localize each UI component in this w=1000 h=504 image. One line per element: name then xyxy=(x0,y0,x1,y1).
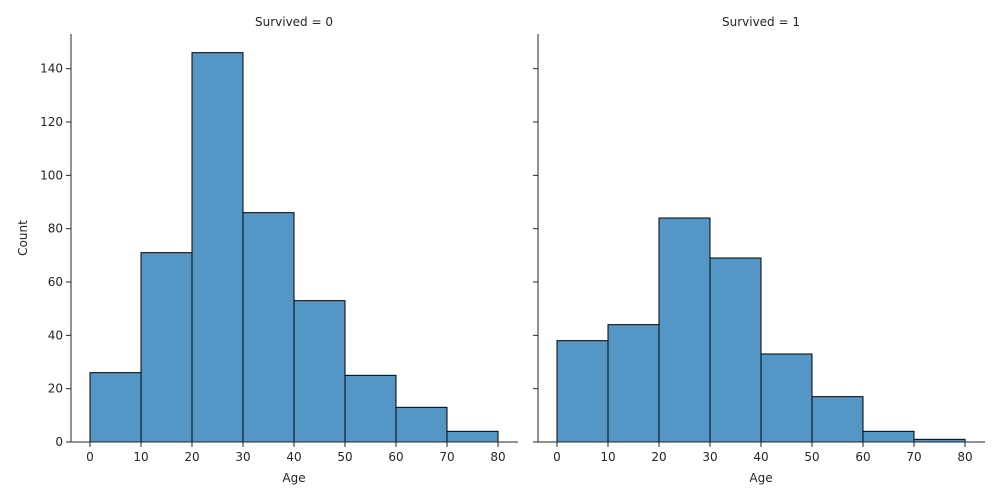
y-tick-label: 20 xyxy=(48,382,63,396)
x-tick-label: 70 xyxy=(439,450,454,464)
histogram-bar xyxy=(811,396,864,443)
y-tick-label: 80 xyxy=(48,222,63,236)
histogram-bar xyxy=(293,300,346,443)
y-tick-label: 100 xyxy=(40,168,63,182)
y-tick-label: 40 xyxy=(48,328,63,342)
panel-title: Survived = 0 xyxy=(255,15,333,29)
histogram-bar xyxy=(191,52,244,443)
histogram-bar xyxy=(446,430,499,443)
x-tick-label: 80 xyxy=(957,450,972,464)
x-tick-label: 0 xyxy=(553,450,561,464)
histogram-bar xyxy=(556,340,609,443)
x-tick-label: 20 xyxy=(184,450,199,464)
y-ticks-group xyxy=(533,68,538,443)
x-tick-label: 60 xyxy=(855,450,870,464)
histogram-bar xyxy=(242,212,295,443)
histogram-bar xyxy=(344,374,397,443)
histogram-bar xyxy=(607,324,660,443)
x-tick-label: 40 xyxy=(286,450,301,464)
x-tick-label: 10 xyxy=(133,450,148,464)
histogram-bar xyxy=(140,252,193,443)
x-tick-label: 40 xyxy=(753,450,768,464)
x-axis-label: Age xyxy=(749,471,772,485)
y-tick-label: 0 xyxy=(55,435,63,449)
histogram-bar xyxy=(89,372,142,443)
y-tick-label: 120 xyxy=(40,115,63,129)
x-tick-label: 20 xyxy=(651,450,666,464)
histogram-bar xyxy=(862,430,915,443)
histogram-bar xyxy=(760,353,813,443)
x-tick-label: 80 xyxy=(490,450,505,464)
panel-survived-1: Survived = 1 Age 0 10 20 30 40 50 60 70 80 xyxy=(533,15,985,485)
x-ticks-group: 0 10 20 30 40 50 60 70 80 xyxy=(86,442,506,464)
x-tick-label: 0 xyxy=(86,450,94,464)
x-tick-label: 50 xyxy=(337,450,352,464)
x-tick-label: 30 xyxy=(702,450,717,464)
x-ticks-group: 0 10 20 30 40 50 60 70 80 xyxy=(553,442,973,464)
x-tick-label: 70 xyxy=(906,450,921,464)
y-axis-label: Count xyxy=(16,220,30,256)
x-axis-label: Age xyxy=(282,471,305,485)
y-tick-label: 60 xyxy=(48,275,63,289)
y-ticks-group: 0 20 40 60 80 100 120 140 xyxy=(40,62,71,449)
histogram-bar xyxy=(658,217,711,443)
histogram-bar xyxy=(709,257,762,443)
panel-survived-0: Survived = 0 Count Age 0 10 20 30 40 50 60 70 80… xyxy=(16,15,518,485)
x-tick-label: 30 xyxy=(235,450,250,464)
bars-group xyxy=(556,217,966,443)
y-tick-label: 140 xyxy=(40,62,63,76)
histogram-bar xyxy=(395,406,448,443)
x-tick-label: 50 xyxy=(804,450,819,464)
panel-title: Survived = 1 xyxy=(722,15,800,29)
x-tick-label: 10 xyxy=(600,450,615,464)
bars-group xyxy=(89,52,499,443)
x-tick-label: 60 xyxy=(388,450,403,464)
